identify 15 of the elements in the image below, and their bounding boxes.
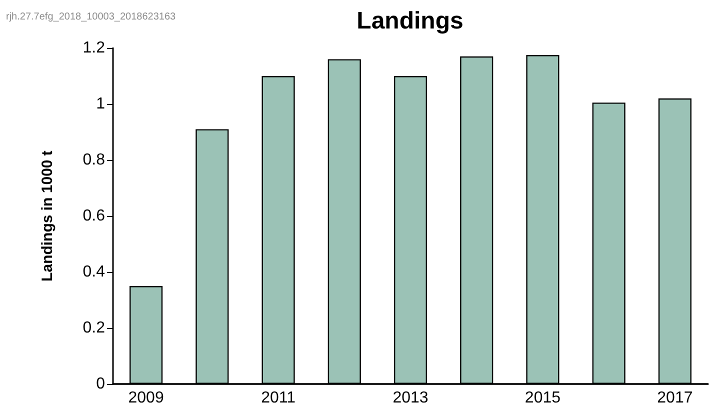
y-axis-title: Landings in 1000 t	[39, 150, 56, 282]
x-tick-label: 2009	[128, 390, 164, 406]
x-tick-label: 2017	[657, 390, 693, 406]
x-tick-label: 2015	[524, 390, 561, 406]
y-tick-label: 0.2	[82, 320, 106, 336]
y-tick-label: 0	[96, 376, 106, 392]
chart-title: Landings	[356, 8, 464, 34]
text: rjh.27.7efg_2018_10003_2018623163	[6, 12, 176, 22]
x-tick-label: 2013	[392, 390, 428, 406]
y-tick-label: 0.8	[82, 152, 106, 168]
x-tick-label: 2011	[261, 390, 296, 406]
y-tick-label: 1	[96, 96, 106, 112]
y-tick-label: 1.2	[82, 40, 106, 56]
y-tick-label: 0.4	[82, 264, 106, 280]
y-tick-label: 0.6	[82, 208, 106, 224]
